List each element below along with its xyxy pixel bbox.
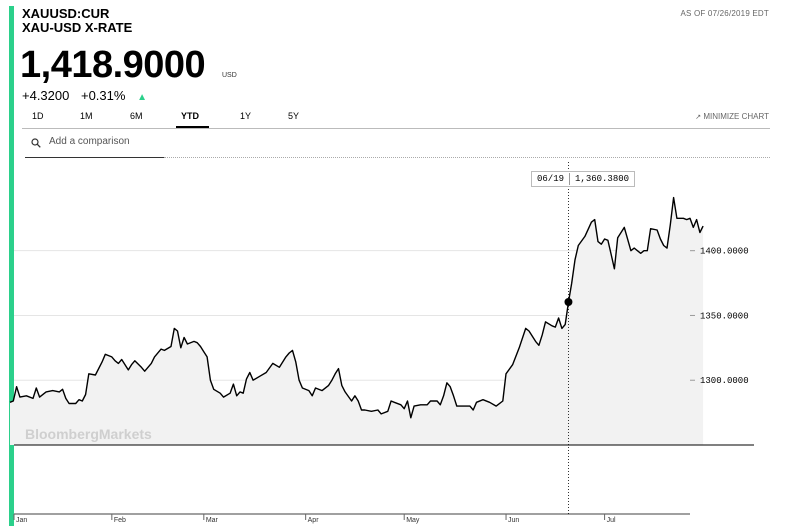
up-arrow-icon: ▲: [137, 92, 147, 103]
comparison-input[interactable]: [49, 136, 159, 147]
y-tick-label: 1400.0000: [700, 247, 749, 257]
change-absolute: +4.3200: [22, 88, 70, 103]
as-of-timestamp: AS OF 07/26/2019 EDT: [680, 9, 769, 18]
price-change: +4.3200 +0.31% ▲: [22, 88, 155, 103]
x-axis-ticks: Jan Feb Mar Apr May Jun Jul: [13, 514, 616, 524]
tooltip-value: 1,360.3800: [575, 174, 630, 184]
tab-1y[interactable]: 1Y: [240, 111, 252, 121]
search-divider: [164, 157, 770, 158]
x-tick-label: May: [406, 517, 420, 524]
search-icon: [31, 138, 41, 148]
accent-bar: [9, 6, 14, 526]
change-percent: +0.31%: [80, 88, 126, 103]
minimize-chart-button[interactable]: ↗ MINIMIZE CHART: [695, 112, 769, 121]
y-tick-label: 1300.0000: [700, 376, 749, 386]
minimize-icon: ↗: [695, 114, 702, 121]
tooltip-separator: [569, 173, 571, 185]
price-line: [9, 196, 704, 419]
tab-6m[interactable]: 6M: [130, 111, 143, 121]
tab-1m[interactable]: 1M: [80, 111, 93, 121]
active-tab-indicator: [176, 126, 209, 128]
highlight-point: [564, 298, 573, 307]
tab-ytd[interactable]: YTD: [181, 111, 199, 121]
comparison-search: [25, 132, 164, 158]
x-tick-label: Jan: [16, 517, 27, 524]
timeframe-tabs: 1D 1M 6M YTD 1Y 5Y: [22, 110, 770, 129]
x-tick-label: Mar: [206, 517, 219, 524]
ticker-symbol: XAUUSD:CUR: [22, 6, 110, 21]
x-tick-label: Jun: [508, 517, 519, 524]
minimize-chart-label: MINIMIZE CHART: [703, 112, 769, 121]
currency-label: USD: [222, 72, 237, 79]
tab-1d[interactable]: 1D: [32, 111, 44, 121]
tooltip-date: 06/19: [537, 174, 565, 184]
price-area: [10, 197, 704, 445]
instrument-name: XAU-USD X-RATE: [22, 20, 133, 35]
x-tick-label: Feb: [114, 517, 126, 524]
tab-5y[interactable]: 5Y: [288, 111, 300, 121]
y-tick-label: 1350.0000: [700, 311, 749, 321]
x-tick-label: Apr: [308, 517, 320, 524]
last-price: 1,418.9000: [20, 44, 206, 86]
x-tick-label: Jul: [607, 517, 616, 524]
watermark: BloombergMarkets: [25, 426, 152, 442]
y-axis-ticks: 1300.0000 1350.0000 1400.0000: [690, 247, 749, 386]
crosshair-tooltip: 06/19 1,360.3800: [531, 171, 636, 187]
